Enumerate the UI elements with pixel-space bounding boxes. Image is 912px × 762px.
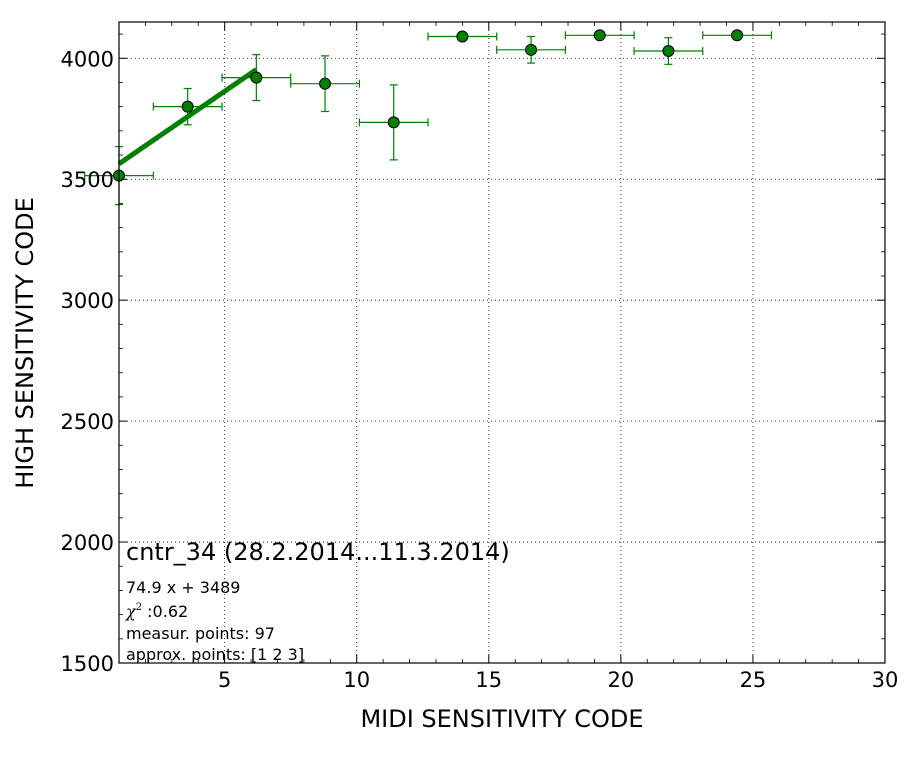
annotation-chi-square: χ2 :0.62 <box>125 602 188 621</box>
y-tick-label: 4000 <box>61 47 114 71</box>
y-tick-labels: 1500 2000 2500 3000 3500 4000 <box>61 47 114 676</box>
data-point <box>731 29 744 42</box>
annotation-approx-points: approx. points: [1 2 3] <box>126 645 304 664</box>
axis-ticks <box>118 22 886 664</box>
data-point <box>456 30 469 43</box>
x-tick-label: 20 <box>607 668 634 692</box>
chi-value: :0.62 <box>142 602 188 621</box>
y-axis-label: HIGH SENSITIVITY CODE <box>11 197 39 489</box>
x-tick-label: 15 <box>475 668 502 692</box>
data-point <box>662 45 675 58</box>
y-tick-label: 2000 <box>61 531 114 555</box>
plot-frame <box>118 21 886 664</box>
grid <box>119 22 885 663</box>
data-point <box>387 116 400 129</box>
x-tick-label: 5 <box>218 668 231 692</box>
x-tick-labels: 5 10 15 20 25 30 <box>218 668 898 692</box>
x-tick-label: 10 <box>343 668 370 692</box>
y-tick-label: 3000 <box>61 289 114 313</box>
x-axis-label: MIDI SENSITIVITY CODE <box>360 705 643 733</box>
data-point <box>319 77 332 90</box>
data-point <box>181 100 194 113</box>
data-point <box>525 43 538 56</box>
x-tick-label: 30 <box>872 668 899 692</box>
annotation-equation: 74.9 x + 3489 <box>126 578 240 597</box>
chi-exponent: 2 <box>136 602 142 613</box>
annotation-measur-points: measur. points: 97 <box>126 624 275 643</box>
data-point <box>250 71 263 84</box>
chi-symbol: χ <box>125 602 137 621</box>
y-tick-label: 1500 <box>61 652 114 676</box>
x-tick-label: 25 <box>740 668 767 692</box>
annotation-title: cntr_34 (28.2.2014...11.3.2014) <box>126 538 510 566</box>
y-tick-label: 2500 <box>61 410 114 434</box>
data-point <box>593 29 606 42</box>
y-tick-label: 3500 <box>61 168 114 192</box>
